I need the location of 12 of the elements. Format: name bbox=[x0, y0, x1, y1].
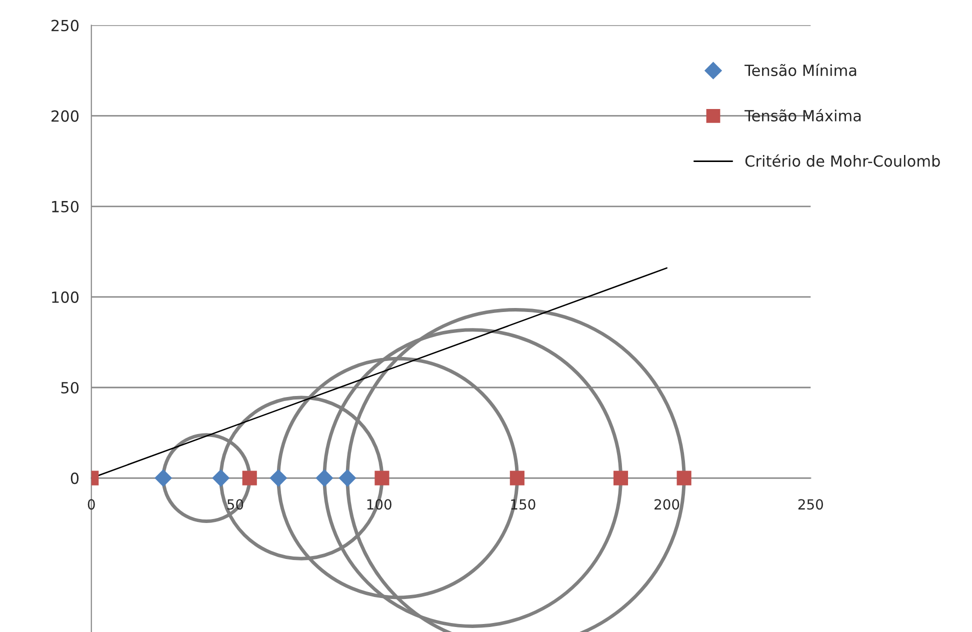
legend-label: Tensão Mínima bbox=[744, 64, 856, 76]
y-tick-label: 150 bbox=[52, 200, 79, 212]
y-tick-label: 100 bbox=[52, 291, 79, 303]
y-tick-label: 250 bbox=[52, 20, 79, 32]
x-tick-label: 200 bbox=[654, 499, 680, 510]
legend-label: Critério de Mohr-Coulomb bbox=[745, 154, 940, 167]
legend-label: Tensão Máxima bbox=[744, 109, 861, 122]
y-tick-label: 50 bbox=[61, 382, 79, 394]
x-tick-label: 250 bbox=[798, 499, 823, 510]
y-tick-label: 0 bbox=[70, 472, 79, 484]
x-tick-label: 0 bbox=[88, 499, 95, 510]
y-tick-label: 200 bbox=[52, 110, 79, 122]
